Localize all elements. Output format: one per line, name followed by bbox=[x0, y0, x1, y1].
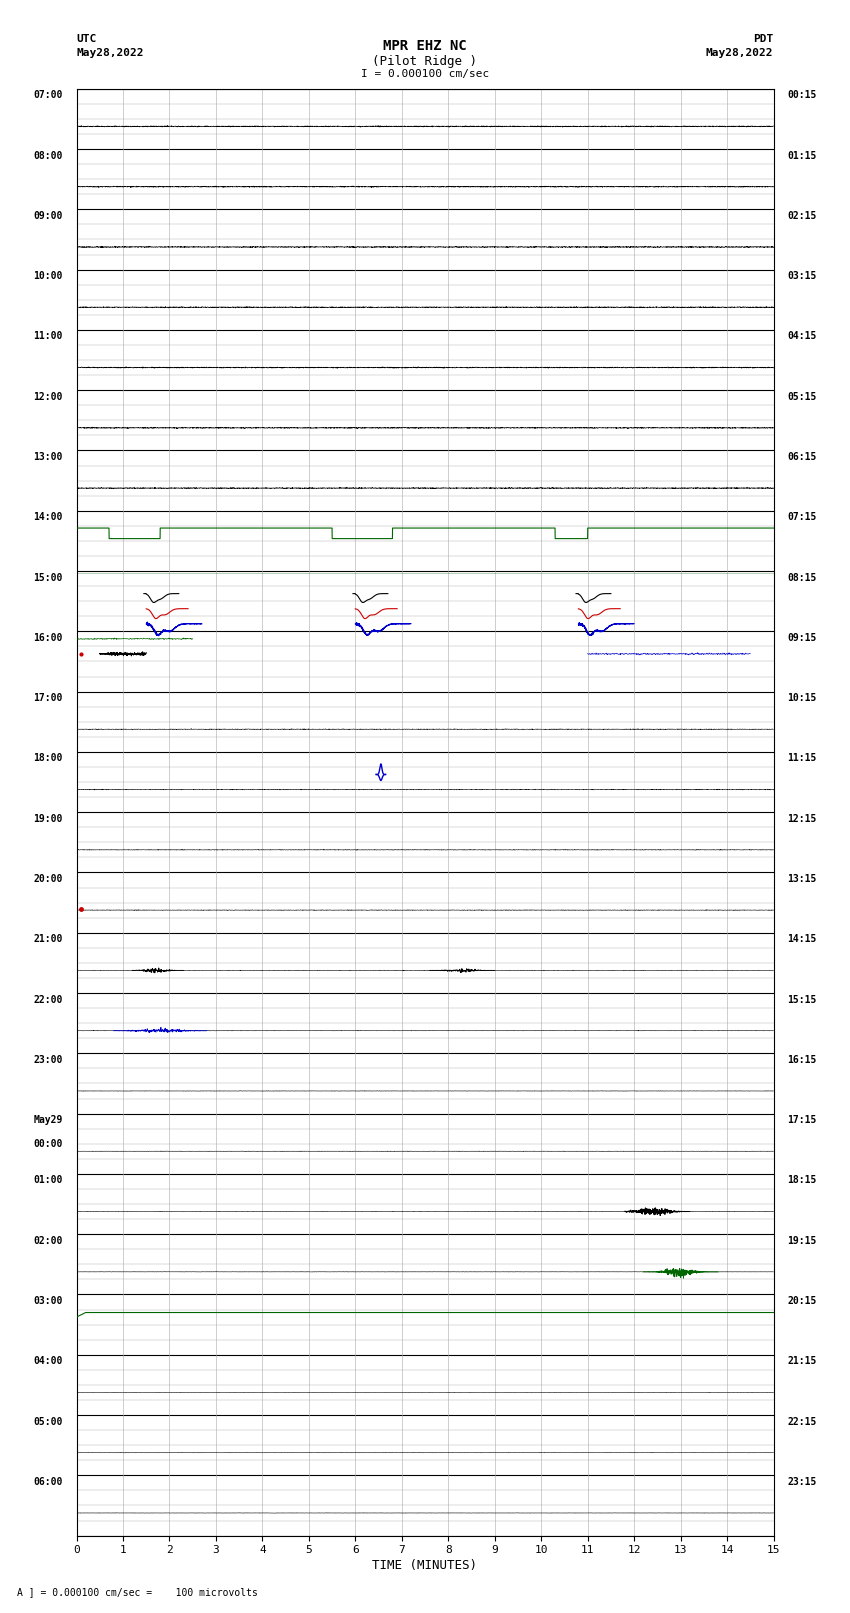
Text: I = 0.000100 cm/sec: I = 0.000100 cm/sec bbox=[361, 69, 489, 79]
Text: 23:00: 23:00 bbox=[33, 1055, 63, 1065]
Text: 05:15: 05:15 bbox=[787, 392, 817, 402]
X-axis label: TIME (MINUTES): TIME (MINUTES) bbox=[372, 1560, 478, 1573]
Text: PDT: PDT bbox=[753, 34, 774, 44]
Text: 08:00: 08:00 bbox=[33, 150, 63, 161]
Text: 07:15: 07:15 bbox=[787, 513, 817, 523]
Text: 22:00: 22:00 bbox=[33, 995, 63, 1005]
Text: 22:15: 22:15 bbox=[787, 1416, 817, 1426]
Text: May28,2022: May28,2022 bbox=[76, 48, 144, 58]
Text: 21:00: 21:00 bbox=[33, 934, 63, 944]
Text: 10:00: 10:00 bbox=[33, 271, 63, 281]
Text: 06:00: 06:00 bbox=[33, 1478, 63, 1487]
Text: 17:00: 17:00 bbox=[33, 694, 63, 703]
Text: 20:15: 20:15 bbox=[787, 1295, 817, 1307]
Text: 03:00: 03:00 bbox=[33, 1295, 63, 1307]
Text: 20:00: 20:00 bbox=[33, 874, 63, 884]
Text: 09:15: 09:15 bbox=[787, 632, 817, 644]
Text: 02:15: 02:15 bbox=[787, 211, 817, 221]
Text: 11:15: 11:15 bbox=[787, 753, 817, 763]
Text: May28,2022: May28,2022 bbox=[706, 48, 774, 58]
Text: 13:00: 13:00 bbox=[33, 452, 63, 461]
Text: 18:00: 18:00 bbox=[33, 753, 63, 763]
Text: A ] = 0.000100 cm/sec =    100 microvolts: A ] = 0.000100 cm/sec = 100 microvolts bbox=[17, 1587, 258, 1597]
Text: MPR EHZ NC: MPR EHZ NC bbox=[383, 39, 467, 53]
Text: (Pilot Ridge ): (Pilot Ridge ) bbox=[372, 55, 478, 68]
Text: 02:00: 02:00 bbox=[33, 1236, 63, 1245]
Text: 14:15: 14:15 bbox=[787, 934, 817, 944]
Text: 09:00: 09:00 bbox=[33, 211, 63, 221]
Text: 00:00: 00:00 bbox=[33, 1139, 63, 1148]
Text: 15:00: 15:00 bbox=[33, 573, 63, 582]
Text: 19:15: 19:15 bbox=[787, 1236, 817, 1245]
Text: 01:00: 01:00 bbox=[33, 1176, 63, 1186]
Text: 06:15: 06:15 bbox=[787, 452, 817, 461]
Text: May29: May29 bbox=[33, 1115, 63, 1126]
Text: 19:00: 19:00 bbox=[33, 813, 63, 824]
Text: 16:15: 16:15 bbox=[787, 1055, 817, 1065]
Text: 17:15: 17:15 bbox=[787, 1115, 817, 1126]
Text: 14:00: 14:00 bbox=[33, 513, 63, 523]
Text: 23:15: 23:15 bbox=[787, 1478, 817, 1487]
Text: 03:15: 03:15 bbox=[787, 271, 817, 281]
Text: 01:15: 01:15 bbox=[787, 150, 817, 161]
Text: 00:15: 00:15 bbox=[787, 90, 817, 100]
Text: 18:15: 18:15 bbox=[787, 1176, 817, 1186]
Text: 10:15: 10:15 bbox=[787, 694, 817, 703]
Text: 15:15: 15:15 bbox=[787, 995, 817, 1005]
Text: 12:00: 12:00 bbox=[33, 392, 63, 402]
Text: 13:15: 13:15 bbox=[787, 874, 817, 884]
Text: 12:15: 12:15 bbox=[787, 813, 817, 824]
Text: 05:00: 05:00 bbox=[33, 1416, 63, 1426]
Text: 21:15: 21:15 bbox=[787, 1357, 817, 1366]
Text: 07:00: 07:00 bbox=[33, 90, 63, 100]
Text: 11:00: 11:00 bbox=[33, 331, 63, 342]
Text: 16:00: 16:00 bbox=[33, 632, 63, 644]
Text: 04:15: 04:15 bbox=[787, 331, 817, 342]
Text: 04:00: 04:00 bbox=[33, 1357, 63, 1366]
Text: UTC: UTC bbox=[76, 34, 97, 44]
Text: 08:15: 08:15 bbox=[787, 573, 817, 582]
